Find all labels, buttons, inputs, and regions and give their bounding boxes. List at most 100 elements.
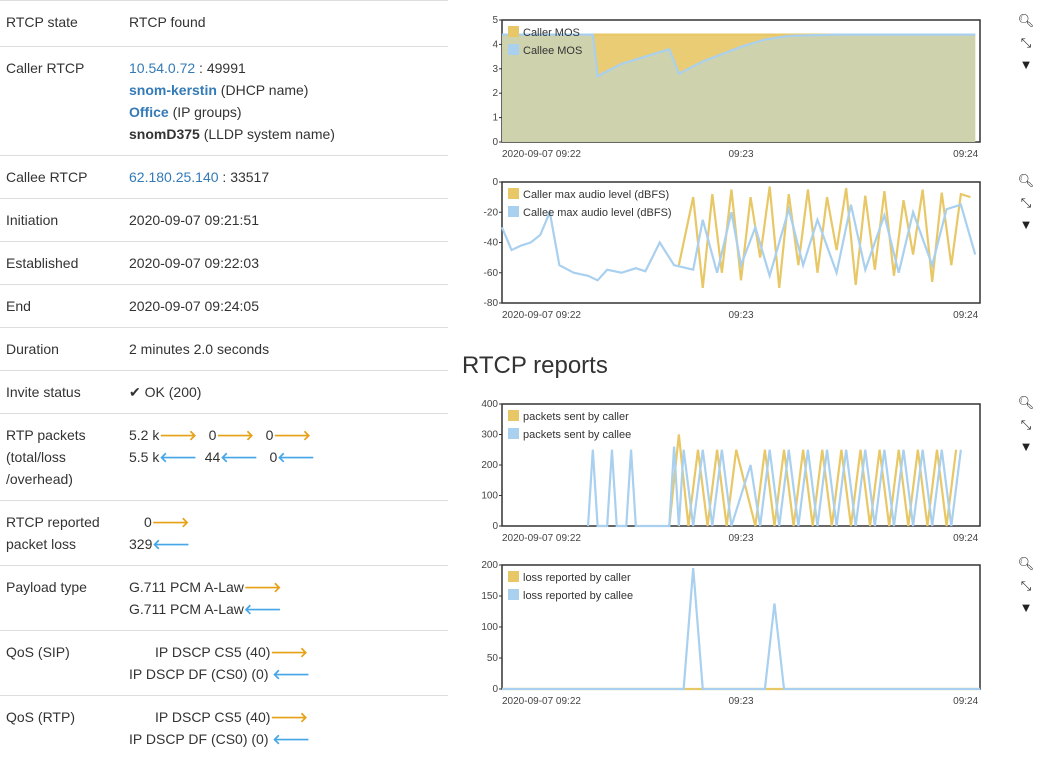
chevron-down-icon[interactable]: ▼ <box>1015 597 1037 619</box>
reset-zoom-icon[interactable]: ⤡ <box>1015 575 1037 597</box>
reset-zoom-icon[interactable]: ⤡ <box>1015 32 1037 54</box>
rtcp-loss-label-2: packet loss <box>6 533 117 555</box>
chevron-down-icon[interactable]: ▼ <box>1015 436 1037 458</box>
y-tick-label: 50 <box>487 653 499 664</box>
audio-level-chart-toolbar: 🔍︎ ⤡ ▼ <box>1015 170 1037 236</box>
row-caller-rtcp: Caller RTCP 10.54.0.72 : 49991 snom-kers… <box>0 47 448 156</box>
legend-swatch <box>508 26 519 37</box>
y-tick-label: 0 <box>492 177 498 188</box>
row-initiation: Initiation 2020-09-07 09:21:51 <box>0 199 448 242</box>
callee-port: : 33517 <box>219 169 270 185</box>
legend-swatch <box>508 571 519 582</box>
arrow-left-icon: 🡐 <box>277 449 315 465</box>
magnifier-icon[interactable]: 🔍︎ <box>1015 10 1037 32</box>
y-tick-label: 2 <box>492 88 498 99</box>
arrow-right-icon: 🡒 <box>244 579 282 595</box>
y-tick-label: 100 <box>481 491 498 502</box>
invite-status-label: Invite status <box>0 371 123 414</box>
x-tick-label: 09:24 <box>953 310 978 321</box>
initiation-value: 2020-09-07 09:21:51 <box>123 199 448 242</box>
legend-label: packets sent by caller <box>523 411 629 423</box>
reset-zoom-icon[interactable]: ⤡ <box>1015 192 1037 214</box>
reset-zoom-icon[interactable]: ⤡ <box>1015 414 1037 436</box>
arrow-right-icon: 🡒 <box>270 644 308 660</box>
caller-ip-link[interactable]: 10.54.0.72 <box>129 60 195 76</box>
legend-label: Callee max audio level (dBFS) <box>523 207 672 219</box>
initiation-label: Initiation <box>0 199 123 242</box>
y-tick-label: 100 <box>481 622 498 633</box>
end-label: End <box>0 285 123 328</box>
y-tick-label: 5 <box>492 15 498 26</box>
rtp-packets-label-2: (total/loss <box>6 446 117 468</box>
payload-label: Payload type <box>0 566 123 631</box>
x-tick-label: 09:23 <box>728 310 753 321</box>
arrow-left-icon: 🡐 <box>272 731 310 747</box>
magnifier-icon[interactable]: 🔍︎ <box>1015 392 1037 414</box>
rtcp-loss-label-1: RTCP reported <box>6 511 117 533</box>
rtcp-loss-in: 329 <box>129 536 152 552</box>
chevron-down-icon[interactable]: ▼ <box>1015 214 1037 236</box>
legend-swatch <box>508 44 519 55</box>
mos-chart-toolbar: 🔍︎ ⤡ ▼ <box>1015 10 1037 76</box>
row-duration: Duration 2 minutes 2.0 seconds <box>0 328 448 371</box>
arrow-left-icon: 🡐 <box>244 601 282 617</box>
row-qos-sip: QoS (SIP) IP DSCP CS5 (40)🡒 IP DSCP DF (… <box>0 631 448 696</box>
row-end: End 2020-09-07 09:24:05 <box>0 285 448 328</box>
arrow-right-icon: 🡒 <box>270 709 308 725</box>
caller-ip-group-link[interactable]: Office <box>129 104 169 120</box>
legend-swatch <box>508 589 519 600</box>
established-value: 2020-09-07 09:22:03 <box>123 242 448 285</box>
caller-dhcp-name-link[interactable]: snom-kerstin <box>129 82 217 98</box>
y-tick-label: 200 <box>481 460 498 471</box>
rtp-packets-label-3: /overhead) <box>6 468 117 490</box>
legend-label: Caller max audio level (dBFS) <box>523 189 669 201</box>
magnifier-icon[interactable]: 🔍︎ <box>1015 553 1037 575</box>
legend-swatch <box>508 188 519 199</box>
legend-label: Caller MOS <box>523 27 580 39</box>
payload-in: G.711 PCM A-Law <box>129 601 244 617</box>
y-tick-label: 1 <box>492 113 498 124</box>
row-rtp-packets: RTP packets (total/loss /overhead) 5.2 k… <box>0 414 448 501</box>
y-tick-label: 0 <box>492 684 498 695</box>
end-value: 2020-09-07 09:24:05 <box>123 285 448 328</box>
x-tick-label: 09:23 <box>728 149 753 160</box>
legend-swatch <box>508 206 519 217</box>
magnifier-icon[interactable]: 🔍︎ <box>1015 170 1037 192</box>
x-tick-label: 09:23 <box>728 696 753 707</box>
dhcp-name-suffix: (DHCP name) <box>217 82 309 98</box>
row-qos-rtp: QoS (RTP) IP DSCP CS5 (40)🡒 IP DSCP DF (… <box>0 696 448 760</box>
rtp-in-loss: 44 <box>205 449 221 465</box>
chevron-down-icon[interactable]: ▼ <box>1015 54 1037 76</box>
qos-rtp-out: IP DSCP CS5 (40) <box>155 709 270 725</box>
arrow-right-icon: 🡒 <box>216 427 254 443</box>
y-tick-label: -40 <box>484 238 499 249</box>
rtp-packets-label-1: RTP packets <box>6 424 117 446</box>
y-tick-label: -80 <box>484 298 499 309</box>
qos-rtp-in: IP DSCP DF (CS0) (0) <box>129 731 269 747</box>
rtcp-state-value: RTCP found <box>123 1 448 47</box>
y-tick-label: 3 <box>492 64 498 75</box>
callee-ip-link[interactable]: 62.180.25.140 <box>129 169 219 185</box>
y-tick-label: 0 <box>492 137 498 148</box>
x-tick-label: 2020-09-07 09:22 <box>502 533 581 544</box>
legend-label: loss reported by callee <box>523 590 633 602</box>
caller-rtcp-label: Caller RTCP <box>0 47 123 156</box>
qos-sip-in: IP DSCP DF (CS0) (0) <box>129 666 269 682</box>
y-tick-label: -20 <box>484 207 499 218</box>
y-tick-label: 300 <box>481 430 498 441</box>
duration-value: 2 minutes 2.0 seconds <box>123 328 448 371</box>
x-tick-label: 2020-09-07 09:22 <box>502 310 581 321</box>
lldp-name-suffix: (LLDP system name) <box>200 126 335 142</box>
y-tick-label: 200 <box>481 560 498 571</box>
caller-port: : 49991 <box>195 60 246 76</box>
rtcp-reports-heading: RTCP reports <box>462 352 608 380</box>
arrow-right-icon: 🡒 <box>159 427 197 443</box>
